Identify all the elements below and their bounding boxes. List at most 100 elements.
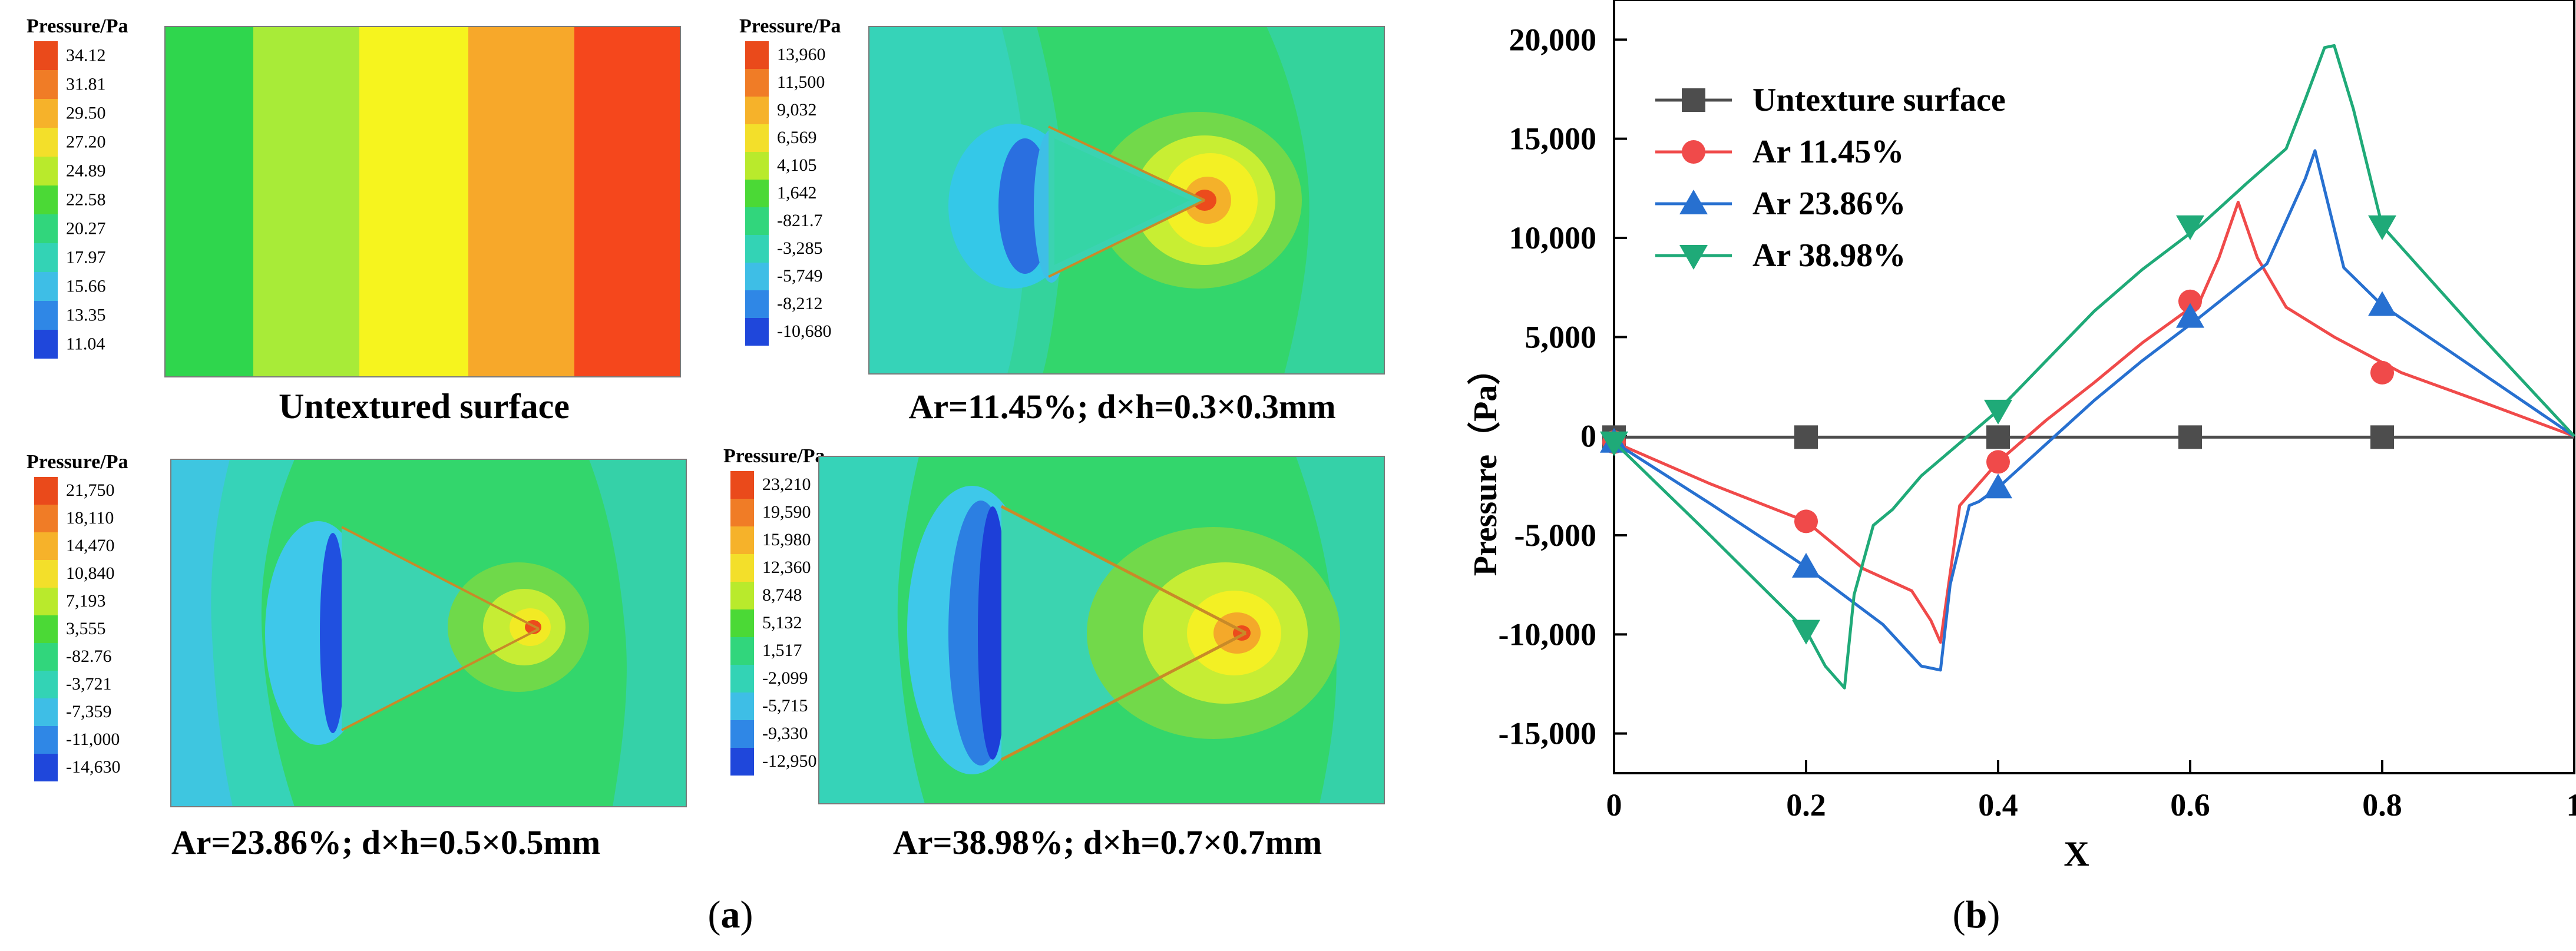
legend-value: 13.35 [66, 305, 106, 324]
legend-swatch [730, 692, 754, 720]
pressure-field [819, 456, 1384, 804]
plot-area-frame [1613, 0, 2575, 774]
legend-swatch [745, 235, 769, 263]
caption-ar-23-86: Ar=23.86%; d×h=0.5×0.5mm [171, 823, 600, 861]
legend-swatch [34, 70, 58, 99]
legend-value: 1,642 [777, 183, 817, 203]
plot-frame [164, 26, 681, 377]
x-axis-label: X [2064, 834, 2089, 873]
legend-value: 15.66 [66, 276, 106, 296]
legend-entry: Ar 23.86% [1752, 185, 1906, 222]
legend-value: -2,099 [762, 668, 808, 688]
legend-value: 4,105 [777, 155, 817, 175]
legend-swatch [34, 615, 58, 643]
legend-swatch [745, 318, 769, 346]
legend-swatch [34, 214, 58, 243]
color-legend: 21,750 18,110 14,470 10,840 7,193 3,555 -82.76… [34, 477, 121, 781]
panel-a-contours: Pressure/Pa 34.12 31.81 29.50 27.20 24.89 22.… [27, 15, 1385, 936]
legend-swatch [730, 582, 754, 609]
chart-legend: Untexture surface Ar 11.45% Ar 23.86% Ar 38… [1655, 82, 2006, 274]
y-tick-label: -15,000 [1499, 716, 1596, 751]
legend-swatch [745, 180, 769, 207]
legend-value: -11,000 [66, 730, 120, 749]
legend-value: 17.97 [66, 247, 106, 267]
legend-swatch [730, 748, 754, 776]
data-point-marker [2368, 291, 2396, 316]
data-point-marker [1600, 431, 1628, 456]
series-2 [1602, 200, 2575, 644]
series-4 [1600, 44, 2575, 690]
legend-swatch [730, 665, 754, 692]
series-line [1613, 200, 2575, 644]
legend-value: -9,330 [762, 724, 808, 743]
legend-value: 12,360 [762, 558, 811, 577]
legend-value: 14,470 [66, 536, 115, 555]
caption-ar-11-45: Ar=11.45%; d×h=0.3×0.3mm [908, 387, 1335, 426]
plot-frame [868, 26, 1385, 375]
legend-swatch [34, 477, 58, 505]
x-tick-label: 0.2 [1786, 787, 1826, 823]
legend-entry: Ar 38.98% [1752, 237, 1906, 274]
data-point-marker [1984, 399, 2012, 425]
legend-swatch [730, 471, 754, 499]
legend-marker [1682, 140, 1705, 164]
band-2 [253, 26, 359, 377]
legend-swatch [745, 207, 769, 235]
data-point-marker [1792, 619, 1820, 645]
data-point-marker [1794, 509, 1818, 534]
legend-swatch [34, 726, 58, 754]
band-5 [574, 26, 680, 377]
series-line [1613, 149, 2575, 672]
legend-value: 20.27 [66, 218, 106, 238]
legend-value: 13,960 [777, 45, 826, 64]
legend-value: 29.50 [66, 103, 106, 122]
y-axis-ticks: -15,000 -10,000 -5,000 0 5,000 10,000 15,000 20… [1499, 22, 1627, 751]
legend-swatch [34, 272, 58, 301]
legend-swatch [34, 41, 58, 70]
legend-swatch [34, 643, 58, 671]
legend-value: -10,680 [777, 322, 832, 341]
y-tick-label: 15,000 [1509, 121, 1597, 157]
legend-swatch [34, 698, 58, 726]
legend-value: 3,555 [66, 619, 106, 638]
legend-value: -12,950 [762, 751, 817, 771]
legend-value: 34.12 [66, 45, 106, 65]
legend-swatch [34, 243, 58, 272]
panel-b-label: (b) [1953, 893, 2000, 936]
data-point-marker [2370, 425, 2394, 449]
data-point-marker [1794, 425, 1818, 449]
legend-value: -8,212 [777, 294, 823, 313]
data-point-marker [1792, 552, 1820, 578]
legend-swatch [730, 720, 754, 748]
legend-value: -5,715 [762, 696, 808, 715]
legend-swatch [745, 290, 769, 318]
legend-value: 19,590 [762, 502, 811, 522]
legend-value: 11.04 [66, 334, 105, 353]
legend-value: 10,840 [66, 564, 115, 583]
legend-title: Pressure/Pa [27, 451, 128, 473]
band-3 [359, 26, 468, 377]
pressure-line-chart: -15,000 -10,000 -5,000 0 5,000 10,000 15,000 20… [1467, 0, 2576, 873]
legend-value: 15,980 [762, 530, 811, 549]
surface-field [165, 26, 680, 377]
legend-value: 27.20 [66, 132, 106, 151]
data-point-marker [1986, 450, 2010, 474]
legend-title: Pressure/Pa [27, 15, 128, 37]
legend-swatch [34, 588, 58, 615]
legend-swatch [34, 532, 58, 560]
legend-swatch [34, 128, 58, 157]
legend-value: 18,110 [66, 508, 114, 528]
y-tick-label: -10,000 [1499, 617, 1596, 652]
panel-a-label: (a) [708, 893, 753, 936]
y-tick-label: 20,000 [1509, 22, 1597, 57]
legend-swatch [745, 124, 769, 152]
data-point-marker [2176, 215, 2204, 240]
color-legend: 13,960 11,500 9,032 6,569 4,105 1,642 -821.7 -3… [745, 41, 832, 346]
x-tick-label: 1 [2567, 787, 2576, 823]
legend-swatch [745, 97, 769, 124]
data-point-marker [2178, 289, 2202, 313]
y-tick-label: -5,000 [1514, 518, 1596, 553]
data-point-marker [2368, 215, 2396, 240]
panel-b-chart: -15,000 -10,000 -5,000 0 5,000 10,000 15,000 20… [1467, 0, 2576, 936]
legend-value: -14,630 [66, 757, 121, 777]
